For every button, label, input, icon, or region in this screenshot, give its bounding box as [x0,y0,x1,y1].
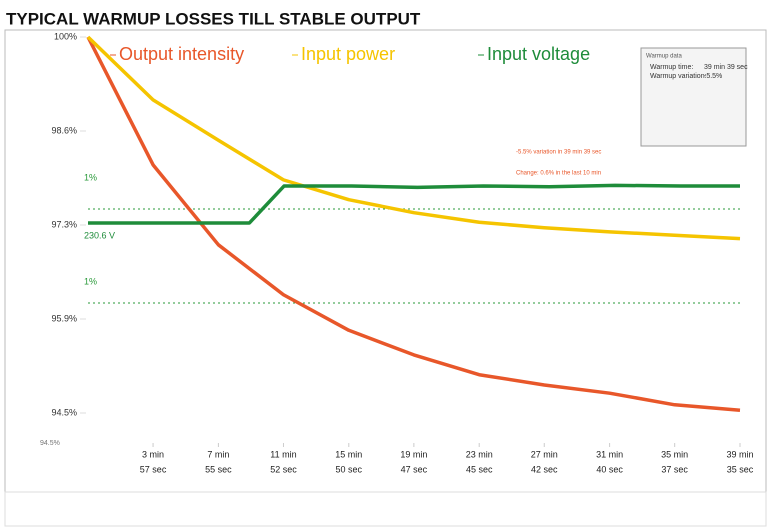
x-tick-label: 15 min [335,449,362,459]
y-tick-label: 97.3% [51,219,77,229]
series-line [88,183,740,225]
annotation: -5.5% variation in 39 min 39 sec [516,150,601,156]
x-tick-label: 35 min [661,449,688,459]
bottom-label: 94.5% [40,440,60,447]
y-tick-label: 98.6% [51,125,77,135]
x-tick-label: 47 sec [401,464,428,474]
info-title: Warmup data [646,54,682,60]
x-tick-label: 3 min [142,449,164,459]
x-tick-label: 11 min [270,449,296,459]
x-tick-label: 45 sec [466,464,493,474]
x-tick-label: 7 min [207,449,229,459]
series-line [86,35,741,241]
legend-label: Output intensity [119,44,244,64]
legend-label: Input voltage [487,44,590,64]
x-tick-label: 52 sec [270,464,297,474]
y-tick-label: 100% [54,31,77,41]
annotation: Change: 0.6% in the last 10 min [516,171,601,177]
legend-label: Input power [301,44,395,64]
info-key: Warmup variation: [650,73,707,80]
side-label: 1% [84,276,97,286]
info-value: -5.5% [704,73,722,80]
x-tick-label: 42 sec [531,464,558,474]
x-tick-label: 23 min [466,449,493,459]
x-tick-label: 35 sec [727,464,754,474]
y-tick-label: 94.5% [51,407,77,417]
x-tick-label: 40 sec [596,464,623,474]
series-line [86,36,741,413]
y-tick-label: 95.9% [51,313,77,323]
x-tick-label: 31 min [596,449,623,459]
x-tick-label: 50 sec [336,464,363,474]
side-label: 1% [84,172,97,182]
chart-frame [4,29,767,493]
info-value: 39 min 39 sec [704,64,748,71]
voltage-label: 230.6 V [84,230,115,240]
info-key: Warmup time: [650,64,693,71]
footer-frame [4,491,767,527]
info-box [640,47,747,147]
x-tick-label: 39 min [726,449,753,459]
x-tick-label: 55 sec [205,464,232,474]
x-tick-label: 27 min [531,449,558,459]
x-tick-label: 57 sec [140,464,167,474]
chart-title: TYPICAL WARMUP LOSSES TILL STABLE OUTPUT [6,9,421,28]
x-tick-label: 37 sec [661,464,688,474]
x-tick-label: 19 min [400,449,427,459]
